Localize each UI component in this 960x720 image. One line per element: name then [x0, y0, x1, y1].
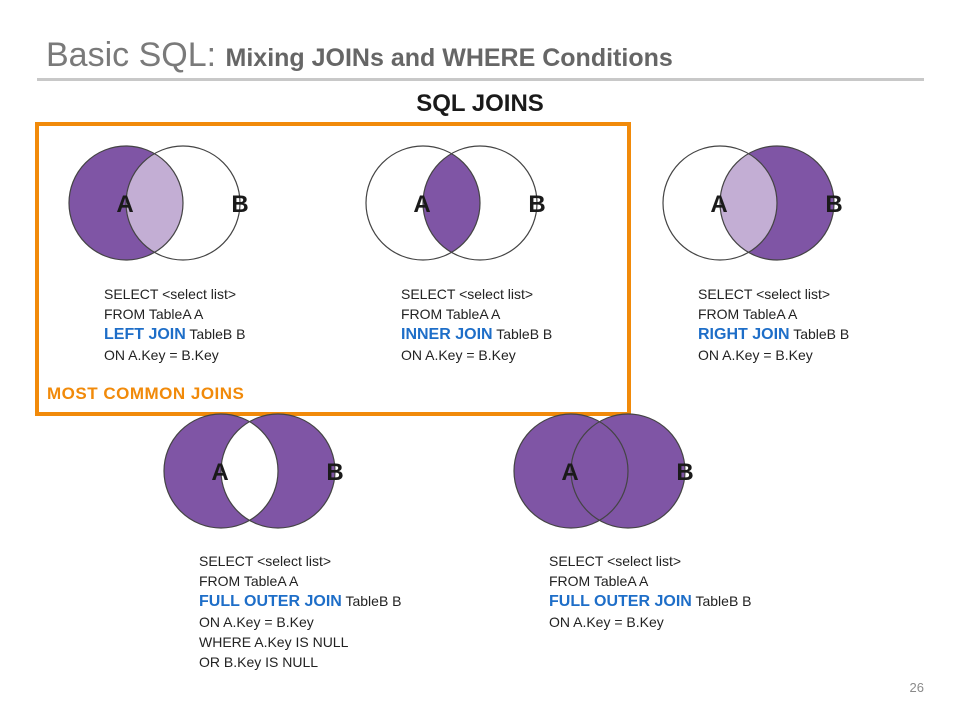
circle-b-outline [570, 413, 686, 529]
sql-table: TableB B [345, 593, 402, 609]
sql-line: FROM TableA A [401, 306, 501, 322]
sql-line: ON A.Key = B.Key [401, 347, 516, 363]
intersection-region [126, 146, 183, 260]
sql-line: ON A.Key = B.Key [549, 614, 664, 630]
sql-right-join: SELECT <select list> FROM TableA A RIGHT… [698, 284, 849, 365]
circle-b [422, 145, 538, 261]
title-main: Basic SQL: [46, 36, 217, 74]
label-b: B [676, 459, 693, 486]
sql-line: ON A.Key = B.Key [698, 347, 813, 363]
sql-line: SELECT <select list> [199, 553, 332, 569]
label-a: A [710, 191, 727, 218]
join-keyword: LEFT JOIN [104, 326, 186, 343]
label-a: A [413, 191, 430, 218]
sql-table: TableB B [793, 326, 850, 342]
sql-line: SELECT <select list> [104, 286, 237, 302]
intersection-region [720, 146, 777, 260]
sql-line: ON A.Key = B.Key [199, 614, 314, 630]
venn-full-outer: A B [513, 413, 694, 529]
sql-left-join: SELECT <select list> FROM TableA A LEFT … [104, 284, 245, 365]
label-a: A [116, 191, 133, 218]
sql-line: WHERE A.Key IS NULL [199, 634, 349, 650]
sql-table: TableB B [695, 593, 752, 609]
circle-b-outline [220, 413, 336, 529]
circle-b [125, 145, 241, 261]
label-a: A [211, 459, 228, 486]
circle-a-outline [68, 145, 184, 261]
circle-a-outline [513, 413, 629, 529]
title-divider [37, 78, 924, 81]
sql-table: TableB B [189, 326, 246, 342]
sql-line: FROM TableA A [549, 573, 649, 589]
sql-line: ON A.Key = B.Key [104, 347, 219, 363]
sql-join-line: LEFT JOIN TableB B [104, 324, 245, 345]
most-common-joins-label: MOST COMMON JOINS [47, 384, 245, 403]
title-subtitle: Mixing JOINs and WHERE Conditions [225, 44, 673, 72]
sql-line: FROM TableA A [104, 306, 204, 322]
sql-join-line: FULL OUTER JOIN TableB B [199, 591, 402, 612]
sql-line: FROM TableA A [698, 306, 798, 322]
label-b: B [231, 191, 248, 218]
label-b: B [326, 459, 343, 486]
circle-a-outline [365, 145, 481, 261]
venn-full-outer-exclusive: A B [163, 413, 344, 529]
sql-join-line: INNER JOIN TableB B [401, 324, 552, 345]
join-keyword: FULL OUTER JOIN [549, 593, 692, 610]
sql-full-outer-exclusive: SELECT <select list> FROM TableA A FULL … [199, 551, 402, 672]
intersection-region [423, 146, 480, 260]
label-a: A [561, 459, 578, 486]
venn-right-join: A B [662, 145, 843, 261]
sql-line: FROM TableA A [199, 573, 299, 589]
circle-a [662, 145, 778, 261]
sql-full-outer: SELECT <select list> FROM TableA A FULL … [549, 551, 752, 632]
most-common-joins-box [35, 122, 631, 416]
label-b: B [528, 191, 545, 218]
join-keyword: RIGHT JOIN [698, 326, 790, 343]
sql-join-line: FULL OUTER JOIN TableB B [549, 591, 752, 612]
join-keyword: FULL OUTER JOIN [199, 593, 342, 610]
intersection-region [221, 414, 278, 528]
sql-line: SELECT <select list> [698, 286, 831, 302]
venn-left-join: A B [68, 145, 249, 261]
label-b: B [825, 191, 842, 218]
circle-a-outline [163, 413, 279, 529]
circle-b-outline [719, 145, 835, 261]
sql-line: SELECT <select list> [401, 286, 534, 302]
section-heading: SQL JOINS [416, 90, 544, 117]
sql-inner-join: SELECT <select list> FROM TableA A INNER… [401, 284, 552, 365]
slide-title: Basic SQL: Mixing JOINs and WHERE Condit… [46, 36, 906, 75]
sql-line: OR B.Key IS NULL [199, 654, 319, 670]
venn-inner-join: A B [365, 145, 546, 261]
sql-line: SELECT <select list> [549, 553, 682, 569]
sql-join-line: RIGHT JOIN TableB B [698, 324, 849, 345]
sql-table: TableB B [496, 326, 553, 342]
page-number: 26 [909, 680, 924, 695]
join-keyword: INNER JOIN [401, 326, 493, 343]
